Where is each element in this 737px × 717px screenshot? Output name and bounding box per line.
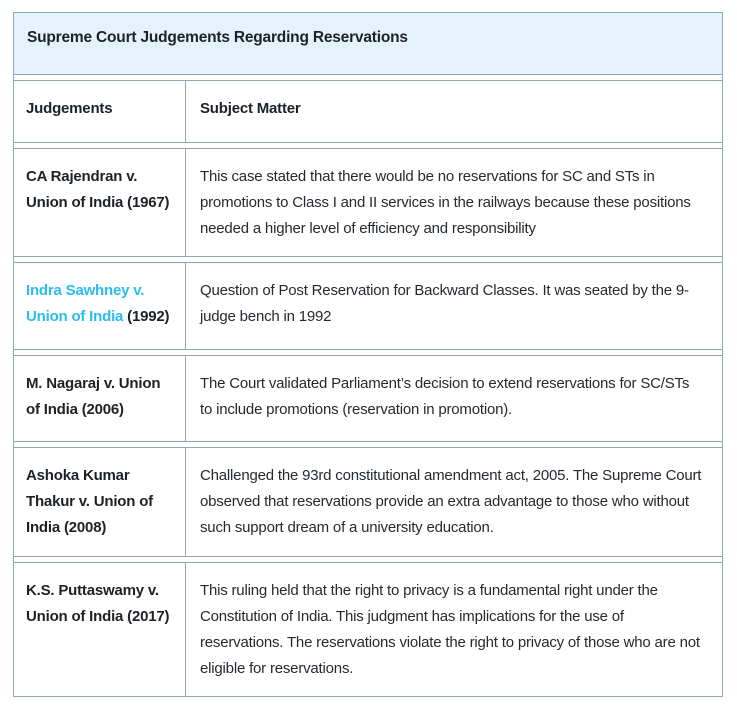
table-row: CA Rajendran v. Union of India (1967) Th… bbox=[14, 148, 722, 257]
subject-matter-text: Challenged the 93rd constitutional amend… bbox=[200, 467, 702, 536]
judgements-table: Supreme Court Judgements Regarding Reser… bbox=[13, 12, 723, 697]
case-name: CA Rajendran v. Union of India (1967) bbox=[14, 149, 186, 256]
table-header-row: Judgements Subject Matter bbox=[14, 80, 722, 143]
case-link[interactable]: Indra Sawhney v. Union of India bbox=[26, 282, 145, 325]
column-header-subject-matter: Subject Matter bbox=[200, 100, 301, 117]
subject-matter-text: This case stated that there would be no … bbox=[200, 168, 691, 237]
case-name: M. Nagaraj v. Union of India (2006) bbox=[14, 356, 186, 441]
subject-matter-text: The Court validated Parliament’s decisio… bbox=[200, 375, 690, 418]
case-year: (1992) bbox=[123, 308, 170, 325]
table-title-text: Supreme Court Judgements Regarding Reser… bbox=[27, 29, 408, 46]
subject-matter-text: This ruling held that the right to priva… bbox=[200, 582, 700, 677]
case-name: Indra Sawhney v. Union of India (1992) bbox=[14, 263, 186, 349]
table-row: Ashoka Kumar Thakur v. Union of India (2… bbox=[14, 447, 722, 557]
table-row: K.S. Puttaswamy v. Union of India (2017)… bbox=[14, 562, 722, 696]
table-row: Indra Sawhney v. Union of India (1992) Q… bbox=[14, 262, 722, 350]
table-title: Supreme Court Judgements Regarding Reser… bbox=[14, 13, 722, 75]
case-name: Ashoka Kumar Thakur v. Union of India (2… bbox=[14, 448, 186, 556]
table-row: M. Nagaraj v. Union of India (2006) The … bbox=[14, 355, 722, 442]
column-header-judgements: Judgements bbox=[14, 81, 186, 142]
case-name: K.S. Puttaswamy v. Union of India (2017) bbox=[14, 563, 186, 696]
subject-matter-text: Question of Post Reservation for Backwar… bbox=[200, 282, 689, 325]
